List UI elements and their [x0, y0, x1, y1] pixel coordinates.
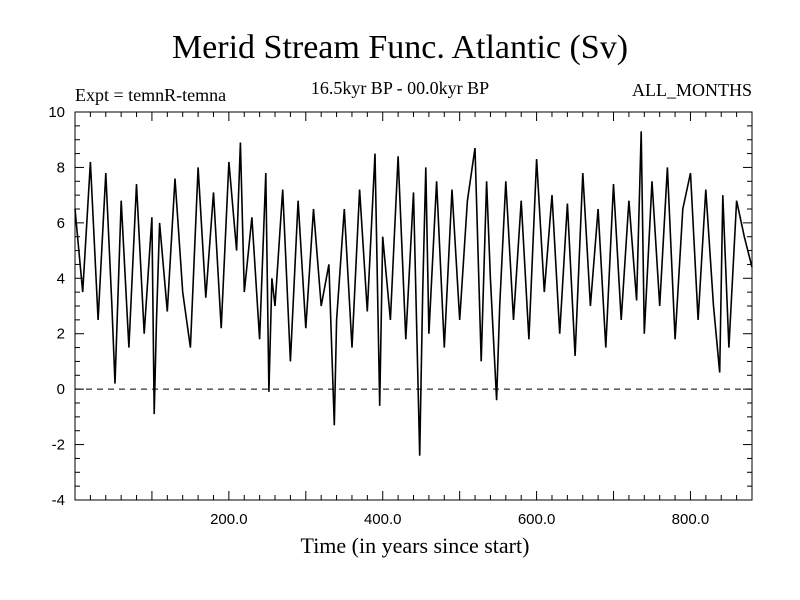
x-axis-label: Time (in years since start)	[300, 533, 530, 558]
y-tick-label: 10	[48, 104, 65, 121]
y-tick-label: -2	[52, 437, 65, 454]
y-tick-label: 6	[57, 215, 65, 232]
time-range-subtitle: 16.5kyr BP - 00.0kyr BP	[310, 78, 490, 98]
months-label: ALL_MONTHS	[632, 80, 752, 100]
experiment-label: Expt = temnR-temna	[75, 85, 227, 105]
y-tick-label: 4	[57, 270, 65, 287]
y-tick-label: 0	[57, 381, 65, 398]
x-tick-label: 200.0	[210, 511, 248, 528]
x-tick-label: 600.0	[518, 511, 556, 528]
plot-frame	[74, 111, 753, 501]
y-tick-label: -4	[52, 492, 65, 509]
series-line	[74, 131, 753, 456]
y-tick-label: 2	[57, 326, 65, 343]
chart-title: Merid Stream Func. Atlantic (Sv)	[171, 29, 629, 66]
y-tick-label: 8	[57, 159, 65, 176]
x-tick-label: 800.0	[672, 511, 710, 528]
x-tick-label: 400.0	[364, 511, 402, 528]
